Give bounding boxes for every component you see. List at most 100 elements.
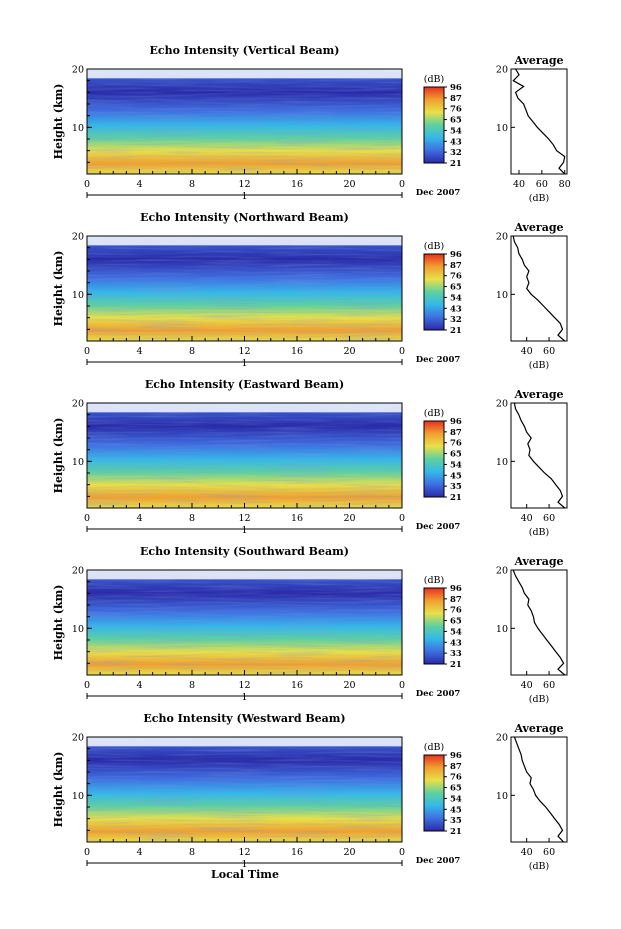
x-tick-label: 4 — [136, 513, 142, 524]
y-axis-label: Height (km) — [52, 418, 65, 494]
colorbar-tick-label: 54 — [450, 794, 462, 804]
colorbar-tick-label: 76 — [450, 773, 462, 783]
panel-title: Echo Intensity (Vertical Beam) — [149, 44, 339, 57]
average-y-tick: 20 — [496, 232, 508, 243]
colorbar-tick-label: 21 — [450, 827, 462, 837]
colorbar-tick-label: 43 — [450, 304, 462, 314]
average-profile-line — [513, 402, 566, 509]
x-tick-label: 0 — [84, 346, 90, 357]
y-axis-label: Height (km) — [52, 251, 65, 327]
beam-panel-2: Echo Intensity (Eastward Beam)2010Height… — [52, 378, 568, 538]
colorbar-tick-label: 65 — [450, 784, 462, 794]
x-tick-label: 8 — [189, 680, 195, 691]
x-tick-label: 16 — [291, 847, 303, 858]
x-tick-label: 4 — [136, 847, 142, 858]
colorbar-tick-label: 45 — [450, 471, 462, 481]
colorbar — [423, 754, 445, 832]
colorbar-tick-label: 96 — [450, 83, 462, 93]
average-frame — [510, 569, 568, 676]
average-title: Average — [513, 555, 563, 568]
x-tick-label: 0 — [399, 847, 405, 858]
colorbar-tick-label: 76 — [450, 272, 462, 282]
colorbar-unit: (dB) — [424, 575, 444, 586]
average-profile-line — [512, 569, 566, 676]
x-tick-label: 8 — [189, 513, 195, 524]
day-marker: 1 — [241, 692, 247, 703]
date-label: Dec 2007 — [416, 689, 461, 699]
average-y-tick: 10 — [496, 791, 508, 802]
colorbar-tick-label: 33 — [450, 649, 462, 659]
x-tick-label: 20 — [343, 513, 355, 524]
average-y-tick: 20 — [496, 733, 508, 744]
colorbar — [423, 86, 445, 164]
colorbar — [423, 253, 445, 331]
colorbar-tick-label: 65 — [450, 450, 462, 460]
y-tick-label: 20 — [72, 566, 84, 577]
date-label: Dec 2007 — [416, 188, 461, 198]
day-marker: 1 — [241, 191, 247, 202]
average-x-tick: 40 — [521, 346, 533, 357]
x-tick-label: 0 — [84, 847, 90, 858]
average-x-tick: 40 — [521, 680, 533, 691]
x-tick-label: 4 — [136, 346, 142, 357]
average-y-tick: 20 — [496, 399, 508, 410]
average-profile-line — [512, 235, 566, 342]
colorbar-tick-label: 96 — [450, 250, 462, 260]
average-x-tick: 80 — [559, 179, 571, 190]
colorbar-tick-label: 96 — [450, 417, 462, 427]
date-label: Dec 2007 — [416, 522, 461, 532]
y-tick-label: 20 — [72, 65, 84, 76]
x-tick-label: 8 — [189, 179, 195, 190]
average-x-label: (dB) — [529, 861, 549, 872]
average-frame — [510, 736, 568, 843]
y-tick-label: 20 — [72, 232, 84, 243]
colorbar-unit: (dB) — [424, 74, 444, 85]
y-axis-label: Height (km) — [52, 752, 65, 828]
x-tick-label: 12 — [238, 346, 250, 357]
x-tick-label: 20 — [343, 847, 355, 858]
average-y-tick: 20 — [496, 65, 508, 76]
colorbar-tick-label: 65 — [450, 116, 462, 126]
average-x-label: (dB) — [529, 527, 549, 538]
shared-x-label: Local Time — [211, 868, 279, 881]
average-x-tick: 60 — [536, 179, 548, 190]
average-x-tick: 60 — [543, 680, 555, 691]
colorbar-tick-label: 21 — [450, 660, 462, 670]
colorbar-tick-label: 43 — [450, 638, 462, 648]
average-y-tick: 10 — [496, 123, 508, 134]
colorbar-tick-label: 87 — [450, 762, 462, 772]
no-data-region — [87, 69, 402, 79]
y-tick-label: 10 — [72, 791, 84, 802]
colorbar-tick-label: 65 — [450, 617, 462, 627]
average-profile-line — [512, 68, 566, 175]
no-data-region — [87, 403, 402, 413]
colorbar-tick-label: 65 — [450, 283, 462, 293]
x-tick-label: 0 — [84, 179, 90, 190]
average-x-tick: 60 — [543, 346, 555, 357]
colorbar-tick-label: 54 — [450, 627, 462, 637]
colorbar-tick-label: 54 — [450, 293, 462, 303]
colorbar-tick-label: 21 — [450, 493, 462, 503]
x-tick-label: 8 — [189, 847, 195, 858]
average-frame — [510, 68, 568, 175]
average-x-tick: 40 — [513, 179, 525, 190]
colorbar-tick-label: 21 — [450, 326, 462, 336]
average-y-tick: 10 — [496, 290, 508, 301]
x-tick-label: 4 — [136, 179, 142, 190]
no-data-region — [87, 236, 402, 246]
heatmap-texture — [87, 737, 402, 842]
panel-title: Echo Intensity (Southward Beam) — [140, 545, 349, 558]
colorbar-tick-label: 76 — [450, 105, 462, 115]
x-tick-label: 0 — [84, 513, 90, 524]
x-tick-label: 20 — [343, 346, 355, 357]
x-tick-label: 8 — [189, 346, 195, 357]
colorbar-tick-label: 87 — [450, 428, 462, 438]
date-label: Dec 2007 — [416, 856, 461, 866]
panel-title: Echo Intensity (Northward Beam) — [140, 211, 349, 224]
x-tick-label: 0 — [399, 680, 405, 691]
x-tick-label: 0 — [399, 179, 405, 190]
colorbar-tick-label: 43 — [450, 137, 462, 147]
y-axis-label: Height (km) — [52, 585, 65, 661]
panel-title: Echo Intensity (Westward Beam) — [143, 712, 345, 725]
